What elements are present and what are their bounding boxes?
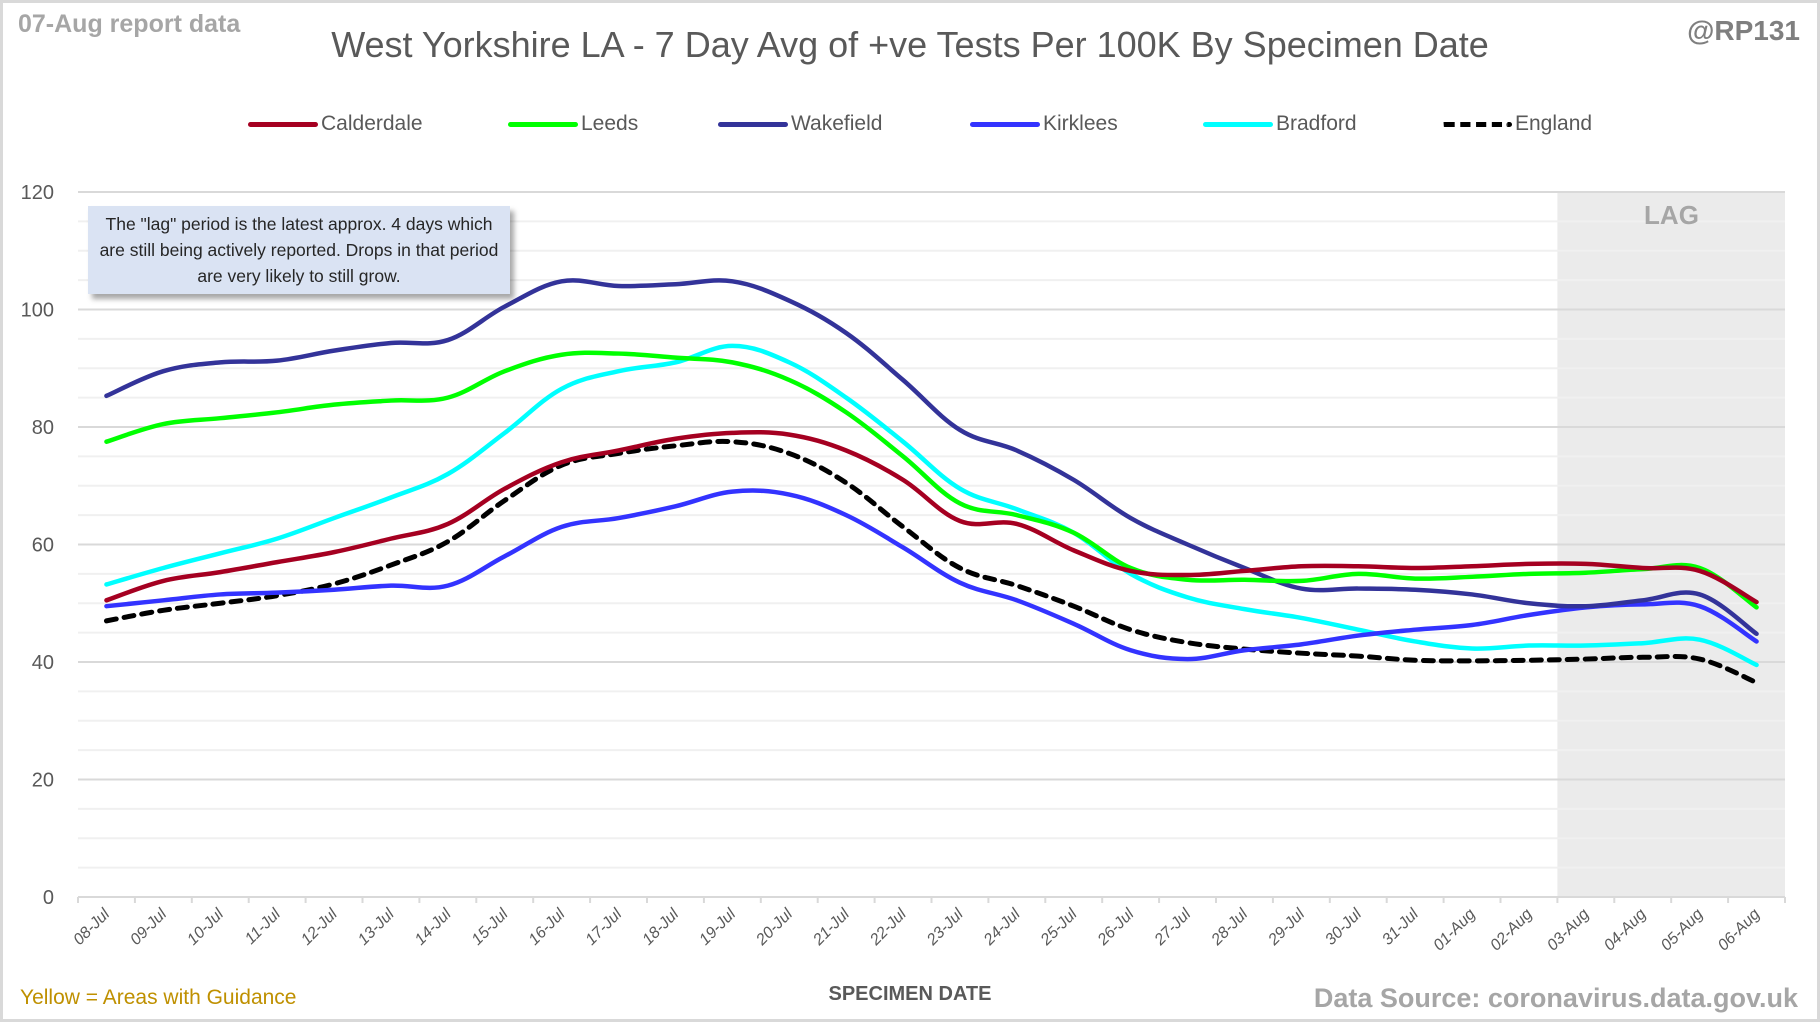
x-tick-label: 05-Aug xyxy=(1658,906,1707,955)
legend-item-calderdale: Calderdale xyxy=(248,112,423,136)
x-tick-label: 01-Aug xyxy=(1430,906,1479,955)
x-tick-label: 28-Jul xyxy=(1208,905,1252,949)
legend-item-england: England xyxy=(1442,112,1592,136)
data-source: Data Source: coronavirus.data.gov.uk xyxy=(1313,983,1798,1013)
legend-swatch xyxy=(1203,121,1273,127)
y-tick-label: 40 xyxy=(32,652,54,674)
series-line-kirklees xyxy=(104,488,1759,662)
legend-swatch xyxy=(248,121,318,127)
x-tick-label: 02-Aug xyxy=(1487,906,1536,955)
x-tick-label: 19-Jul xyxy=(696,905,739,948)
legend: Calderdale Leeds Wakefield Kirklees Brad… xyxy=(0,112,1820,142)
legend-item-kirklees: Kirklees xyxy=(970,112,1118,136)
legend-swatch xyxy=(508,121,578,127)
x-tick-label: 11-Jul xyxy=(242,905,284,947)
y-tick-label: 60 xyxy=(32,535,54,557)
x-tick-label: 18-Jul xyxy=(639,905,682,948)
x-tick-label: 09-Jul xyxy=(127,905,170,948)
guidance-note: Yellow = Areas with Guidance xyxy=(20,986,297,1009)
x-tick-label: 06-Aug xyxy=(1715,906,1764,955)
x-tick-label: 25-Jul xyxy=(1037,905,1081,949)
x-tick-label: 04-Aug xyxy=(1601,906,1650,955)
report-date-label: 07-Aug report data xyxy=(18,10,241,38)
legend-label: Wakefield xyxy=(791,112,883,135)
x-tick-label: 16-Jul xyxy=(526,905,569,948)
x-tick-label: 15-Jul xyxy=(469,905,512,948)
series-line-calderdale xyxy=(104,430,1759,605)
y-tick-label: 0 xyxy=(43,887,54,909)
y-tick-label: 120 xyxy=(21,182,54,204)
legend-item-wakefield: Wakefield xyxy=(718,112,882,136)
x-tick-label: 26-Jul xyxy=(1094,905,1138,949)
legend-swatch xyxy=(970,121,1040,127)
legend-label: England xyxy=(1515,112,1593,135)
x-tick-label: 31-Jul xyxy=(1379,905,1422,948)
x-tick-label: 10-Jul xyxy=(184,905,227,948)
y-tick-label: 100 xyxy=(21,300,54,322)
series-line-england xyxy=(103,438,1760,686)
legend-label: Calderdale xyxy=(321,112,423,135)
x-tick-label: 12-Jul xyxy=(298,905,341,948)
x-tick-label: 13-Jul xyxy=(355,905,398,948)
x-tick-label: 24-Jul xyxy=(980,905,1024,949)
series-lines xyxy=(103,278,1760,686)
x-tick-label: 17-Jul xyxy=(583,905,626,948)
author-handle: @RP131 xyxy=(1687,15,1800,46)
x-tick-label: 22-Jul xyxy=(866,905,910,949)
chart-title: West Yorkshire LA - 7 Day Avg of +ve Tes… xyxy=(331,24,1489,65)
legend-swatch xyxy=(718,121,788,127)
x-tick-label: 29-Jul xyxy=(1265,905,1309,949)
legend-item-leeds: Leeds xyxy=(508,112,638,136)
x-tick-label: 30-Jul xyxy=(1322,905,1365,948)
series-line-leeds xyxy=(104,350,1759,610)
legend-label: Bradford xyxy=(1276,112,1357,135)
lag-annotation-box: The "lag" period is the latest approx. 4… xyxy=(88,206,510,294)
legend-item-bradford: Bradford xyxy=(1203,112,1357,136)
y-tick-label: 20 xyxy=(32,770,54,792)
series-line-bradford xyxy=(104,343,1759,668)
x-tick-label: 21-Jul xyxy=(809,905,853,949)
x-axis-title: SPECIMEN DATE xyxy=(828,983,992,1005)
x-tick-label: 27-Jul xyxy=(1151,905,1195,949)
x-tick-label: 20-Jul xyxy=(753,905,797,949)
x-tick-label: 08-Jul xyxy=(70,905,113,948)
x-tick-label: 14-Jul xyxy=(412,905,455,948)
legend-label: Kirklees xyxy=(1043,112,1118,135)
series-line-wakefield xyxy=(104,278,1759,637)
lag-label: LAG xyxy=(1644,200,1699,230)
x-tick-label: 23-Jul xyxy=(923,905,967,949)
legend-swatch xyxy=(1442,121,1512,127)
legend-label: Leeds xyxy=(581,112,639,135)
y-tick-label: 80 xyxy=(32,417,54,439)
x-tick-label: 03-Aug xyxy=(1544,906,1593,955)
